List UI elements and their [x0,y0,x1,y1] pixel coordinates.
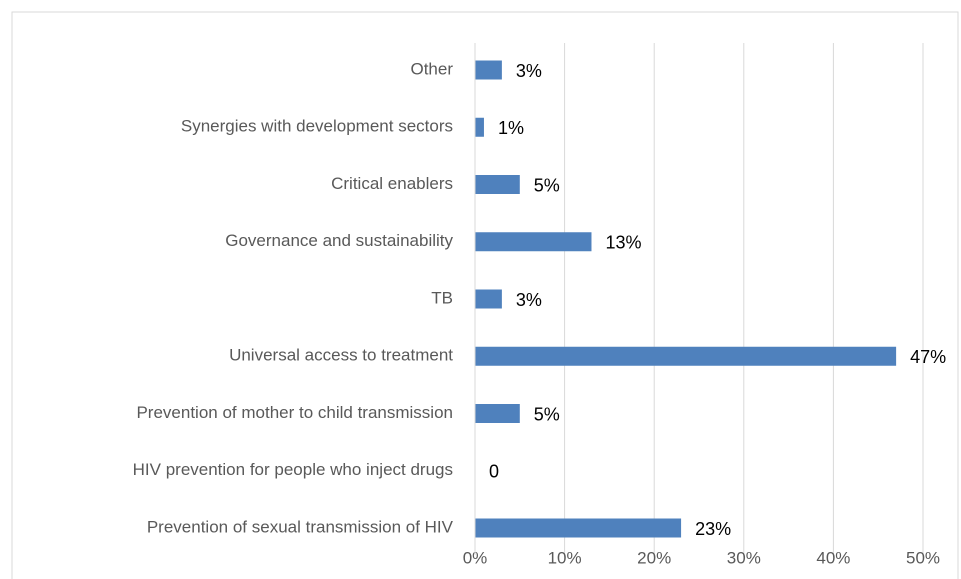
x-tick-label: 10% [548,548,582,567]
category-label: Synergies with development sectors [181,117,453,136]
category-label: Prevention of sexual transmission of HIV [147,517,454,536]
bar [475,232,592,252]
bar [475,346,897,366]
category-label: Prevention of mother to child transmissi… [136,403,453,422]
data-label: 47% [910,347,946,367]
bar [475,518,682,538]
category-label: TB [431,288,453,307]
data-label: 0 [489,462,499,482]
x-tick-label: 30% [727,548,761,567]
bar [475,289,502,309]
data-label: 5% [534,175,560,195]
bar [475,175,520,194]
data-label: 23% [695,519,731,539]
category-label: Universal access to treatment [229,346,453,365]
x-tick-label: 0% [463,548,488,567]
data-label: 5% [534,404,560,424]
data-label: 3% [516,290,542,310]
bar [475,117,484,137]
data-label: 1% [498,118,524,138]
x-tick-label: 20% [637,548,671,567]
x-tick-label: 50% [906,548,940,567]
bar [475,60,502,80]
bar [475,404,520,423]
category-label: HIV prevention for people who inject dru… [133,460,453,479]
data-label: 3% [516,61,542,81]
category-label: Critical enablers [331,174,453,193]
x-tick-label: 40% [816,548,850,567]
category-label: Other [410,59,453,78]
data-label: 13% [605,233,641,253]
category-label: Governance and sustainability [225,231,453,250]
